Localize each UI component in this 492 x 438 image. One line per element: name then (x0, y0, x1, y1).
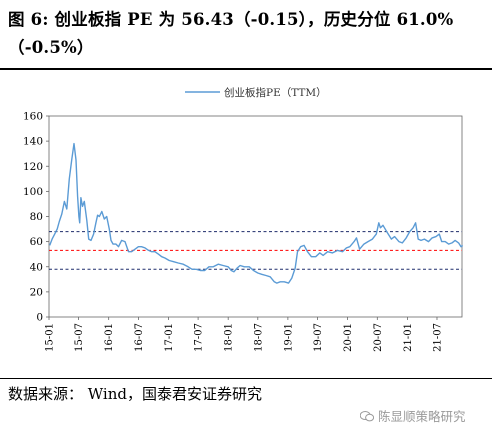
x-tick-label: 15-07 (74, 323, 85, 352)
x-tick-label: 17-01 (164, 323, 175, 352)
plot-frame (48, 115, 463, 318)
x-tick-label: 15-01 (45, 323, 56, 352)
y-axis: 0 20 40 60 80 100 120 140 160 (23, 111, 49, 324)
x-tick-label: 16-01 (104, 323, 115, 352)
y-tick-label: 20 (30, 286, 43, 298)
x-tick-label: 18-07 (253, 323, 264, 352)
series-line (49, 142, 464, 284)
legend-label: 创业板指PE（TTM） (224, 86, 327, 99)
y-tick-label: 40 (30, 261, 43, 273)
y-tick-label: 100 (23, 186, 43, 198)
x-tick-label: 17-07 (194, 323, 205, 352)
footer-rule (0, 378, 492, 379)
y-tick-label: 0 (36, 312, 43, 324)
wechat-icon (360, 411, 374, 422)
source-note: 数据来源： Wind，国泰君安证券研究 (8, 385, 262, 403)
watermark: 陈显顺策略研究 (360, 406, 466, 425)
x-tick-label: 19-01 (283, 323, 294, 352)
x-tick-label: 21-07 (432, 323, 443, 352)
legend: 创业板指PE（TTM） (185, 86, 327, 99)
y-tick-label: 140 (23, 136, 43, 148)
figure-title: 图 6: 创业板指 PE 为 56.43（-0.15），历史分位 61.0%（-… (8, 10, 454, 57)
x-tick-label: 19-07 (313, 323, 324, 352)
x-tick-label: 18-01 (224, 323, 235, 352)
reference-lines (49, 231, 462, 270)
x-tick-label: 20-07 (373, 323, 384, 352)
x-tick-label: 21-01 (403, 323, 414, 352)
x-tick-label: 16-07 (134, 323, 145, 352)
watermark-text: 陈显顺策略研究 (378, 409, 466, 424)
x-tick-label: 20-01 (343, 323, 354, 352)
y-tick-label: 80 (30, 211, 43, 223)
title-rule (0, 68, 492, 70)
y-tick-label: 120 (23, 161, 43, 173)
y-tick-label: 160 (23, 111, 43, 123)
x-axis: 15-01 15-07 16-01 16-07 17-01 17-07 18-01 18-07… (45, 317, 443, 352)
y-tick-label: 60 (30, 236, 43, 248)
